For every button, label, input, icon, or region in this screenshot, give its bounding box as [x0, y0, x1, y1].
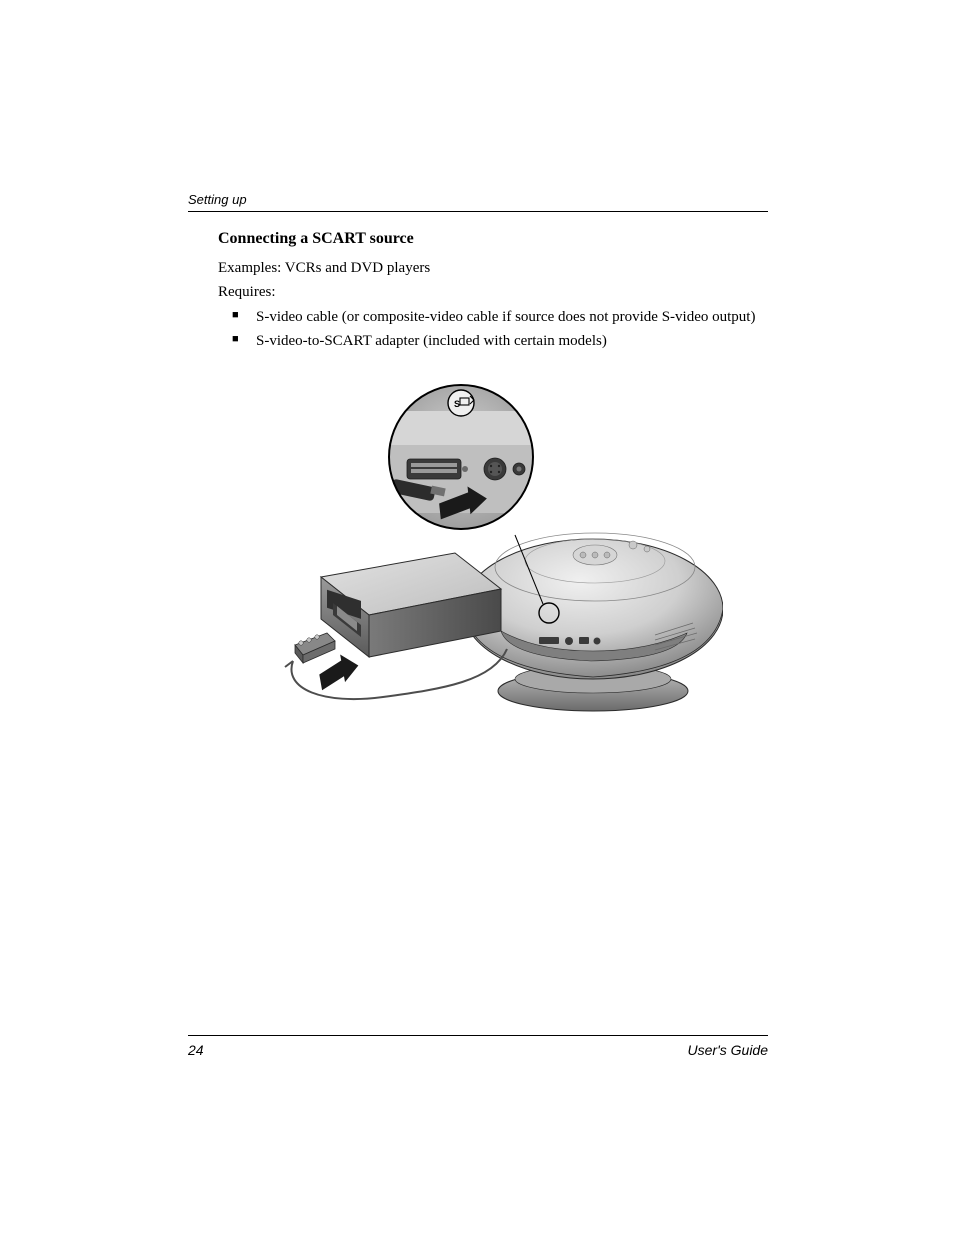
header-rule	[188, 211, 768, 212]
guide-label: User's Guide	[688, 1042, 768, 1058]
page-body: Setting up Connecting a SCART source Exa…	[188, 192, 768, 739]
inset-detail: S	[383, 379, 543, 529]
footer-row: 24 User's Guide	[188, 1042, 768, 1058]
requires-label: Requires:	[218, 282, 768, 302]
page-footer: 24 User's Guide	[188, 1035, 768, 1058]
list-item: S-video cable (or composite-video cable …	[232, 307, 768, 327]
header-section-label: Setting up	[188, 192, 768, 207]
content-block: Connecting a SCART source Examples: VCRs…	[218, 230, 768, 739]
examples-line: Examples: VCRs and DVD players	[218, 258, 768, 278]
figure-container: S	[218, 379, 768, 739]
section-title: Connecting a SCART source	[218, 230, 768, 248]
page-number: 24	[188, 1042, 204, 1058]
list-item: S-video-to-SCART adapter (included with …	[232, 331, 768, 351]
inset-label-s: S	[454, 399, 460, 409]
connection-diagram: S	[263, 379, 723, 739]
requirements-list: S-video cable (or composite-video cable …	[232, 307, 768, 352]
footer-rule	[188, 1035, 768, 1036]
